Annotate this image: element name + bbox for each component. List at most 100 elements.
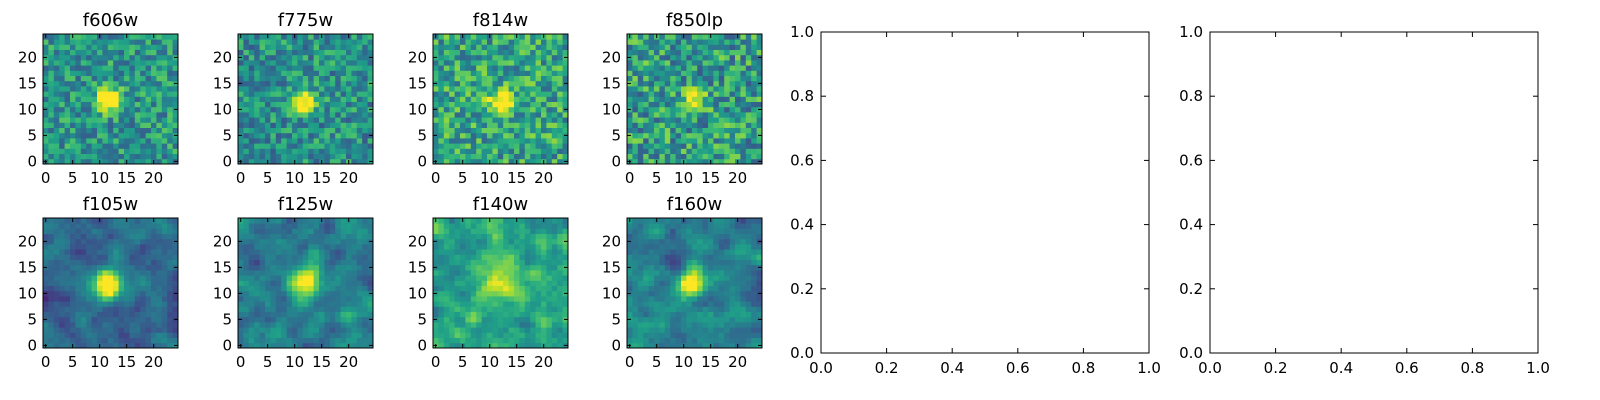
pixel-cell [530,322,536,328]
pixel-cell [465,332,472,338]
pixel-cell [340,60,347,66]
pixel-cell [161,80,168,87]
pixel-cell [708,91,714,97]
pixel-cell [156,290,163,297]
pixel-cell [75,270,82,276]
pixel-cell [449,158,455,165]
pixel-cell [551,275,558,281]
x-tick-label: 10 [285,169,304,187]
pixel-cell [557,342,563,349]
pixel-cell [161,316,168,323]
pixel-cell [265,296,271,302]
pixel-cell [756,270,763,276]
pixel-cell [91,270,98,276]
pixel-cell [259,290,266,297]
pixel-cell [702,91,709,97]
pixel-cell [519,153,526,160]
pixel-cell [340,223,347,229]
pixel-cell [248,86,255,92]
pixel-cell [756,322,763,328]
pixel-cell [702,101,709,108]
pixel-cell [167,143,173,149]
pixel-cell [275,218,282,224]
pixel-cell [356,49,363,56]
pixel-cell [129,60,136,66]
pixel-cell [43,301,49,307]
pixel-cell [524,218,531,224]
pixel-cell [497,244,504,250]
pixel-cell [675,39,682,45]
pixel-cell [460,296,466,302]
pixel-cell [362,311,368,318]
pixel-cell [356,91,363,97]
pixel-cell [470,244,477,250]
pixel-cell [443,218,450,224]
pixel-cell [492,148,499,154]
pixel-cell [75,285,82,292]
pixel-cell [275,96,282,102]
pixel-cell [718,316,725,323]
pixel-cell [740,34,747,40]
pixel-cell [292,322,298,328]
pixel-cell [487,316,493,323]
pixel-cell [324,296,331,302]
pixel-cell [654,280,660,286]
pixel-cell [751,316,757,323]
axes-frame [237,217,374,349]
pixel-cell [433,244,439,250]
pixel-cell [254,301,260,307]
pixel-cell [91,233,98,240]
pixel-cell [470,153,477,160]
pixel-cell [476,316,482,323]
pixel-cell [259,101,266,108]
pixel-cell [681,275,687,281]
pixel-cell [292,112,298,118]
pixel-cell [508,34,515,40]
pixel-cell [460,148,466,154]
pixel-cell [270,96,277,102]
pixel-cell [487,54,493,61]
pixel-cell [43,244,49,250]
pixel-cell [43,311,49,318]
pixel-cell [172,233,179,240]
pixel-cell [254,91,260,97]
pixel-cell [313,254,320,260]
pixel-cell [313,80,320,87]
pixel-cell [751,117,757,123]
pixel-cell [151,86,157,92]
pixel-cell [48,101,55,108]
pixel-cell [259,143,266,149]
pixel-cell [562,138,569,144]
pixel-cell [281,290,287,297]
pixel-cell [134,285,141,292]
pixel-cell [286,301,293,307]
pixel-cell [654,122,660,128]
pixel-cell [129,342,136,349]
pixel-cell [270,223,277,229]
pixel-cell [443,138,450,144]
pixel-cell [302,153,309,160]
pixel-cell [465,106,472,113]
pixel-cell [286,238,293,245]
pixel-cell [356,342,363,349]
pixel-cell [508,75,515,82]
pixel-cell [659,117,666,123]
pixel-cell [265,280,271,286]
pixel-cell [627,296,633,302]
pixel-cell [702,96,709,102]
pixel-cell [70,270,76,276]
pixel-cell [686,60,693,66]
pixel-cell [91,223,98,229]
pixel-cell [319,91,325,97]
pixel-cell [508,54,515,61]
pixel-cell [367,259,374,266]
pixel-cell [335,127,341,134]
pixel-cell [551,106,558,113]
pixel-cell [503,218,509,224]
pixel-cell [335,44,341,50]
pixel-cell [438,39,445,45]
pixel-cell [156,60,163,66]
pixel-cell [281,106,287,113]
pixel-cell [557,101,563,108]
pixel-cell [351,75,358,82]
